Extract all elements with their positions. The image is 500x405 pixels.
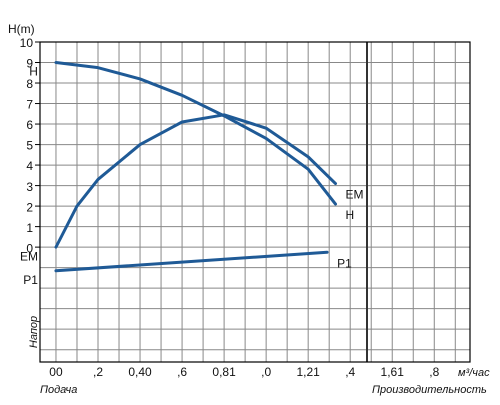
x-tick-label: ,4 — [345, 365, 355, 379]
y-tick-label: 6 — [26, 118, 33, 132]
x-tick-label: ,0 — [261, 365, 271, 379]
plot-border — [39, 41, 471, 363]
series-label-start: EM — [20, 249, 38, 263]
x-tick-label: 0,81 — [212, 365, 236, 379]
x-caption-right: Производительность — [372, 384, 487, 396]
series-line — [54, 113, 337, 249]
y-tick-label: 1 — [26, 221, 33, 235]
y-tick-label: 2 — [26, 200, 33, 214]
x-unit: м³/час — [458, 367, 490, 379]
y-tick-label: 0 — [26, 241, 33, 255]
x-tick-label: 1,61 — [381, 365, 405, 379]
series-line — [54, 250, 329, 273]
y-tick-label: 5 — [26, 139, 33, 153]
x-tick-label: 1,21 — [296, 365, 320, 379]
series-line — [54, 61, 337, 206]
series-label-end: H — [345, 208, 354, 222]
x-tick-label: ,2 — [93, 365, 103, 379]
x-tick-label: ,8 — [429, 365, 439, 379]
series-label-end: EM — [345, 188, 363, 202]
y-tick-label: 10 — [20, 36, 34, 50]
y-tick-label: 9 — [26, 57, 33, 71]
y-caption: Напор — [28, 316, 40, 348]
x-caption-left: Подача — [40, 384, 77, 396]
x-tick-label: 00 — [49, 365, 63, 379]
y-axis-label: H(m) — [8, 22, 35, 36]
y-tick-label: 7 — [26, 98, 33, 112]
series-label-start: H — [29, 65, 38, 79]
x-tick-label: ,6 — [177, 365, 187, 379]
y-tick-label: 4 — [26, 159, 33, 173]
y-tick-label: 8 — [26, 77, 33, 91]
series-label-start: P1 — [23, 273, 38, 287]
x-tick-label: 0,40 — [128, 365, 152, 379]
series-label-end: P1 — [337, 256, 352, 270]
y-tick-label: 3 — [26, 180, 33, 194]
